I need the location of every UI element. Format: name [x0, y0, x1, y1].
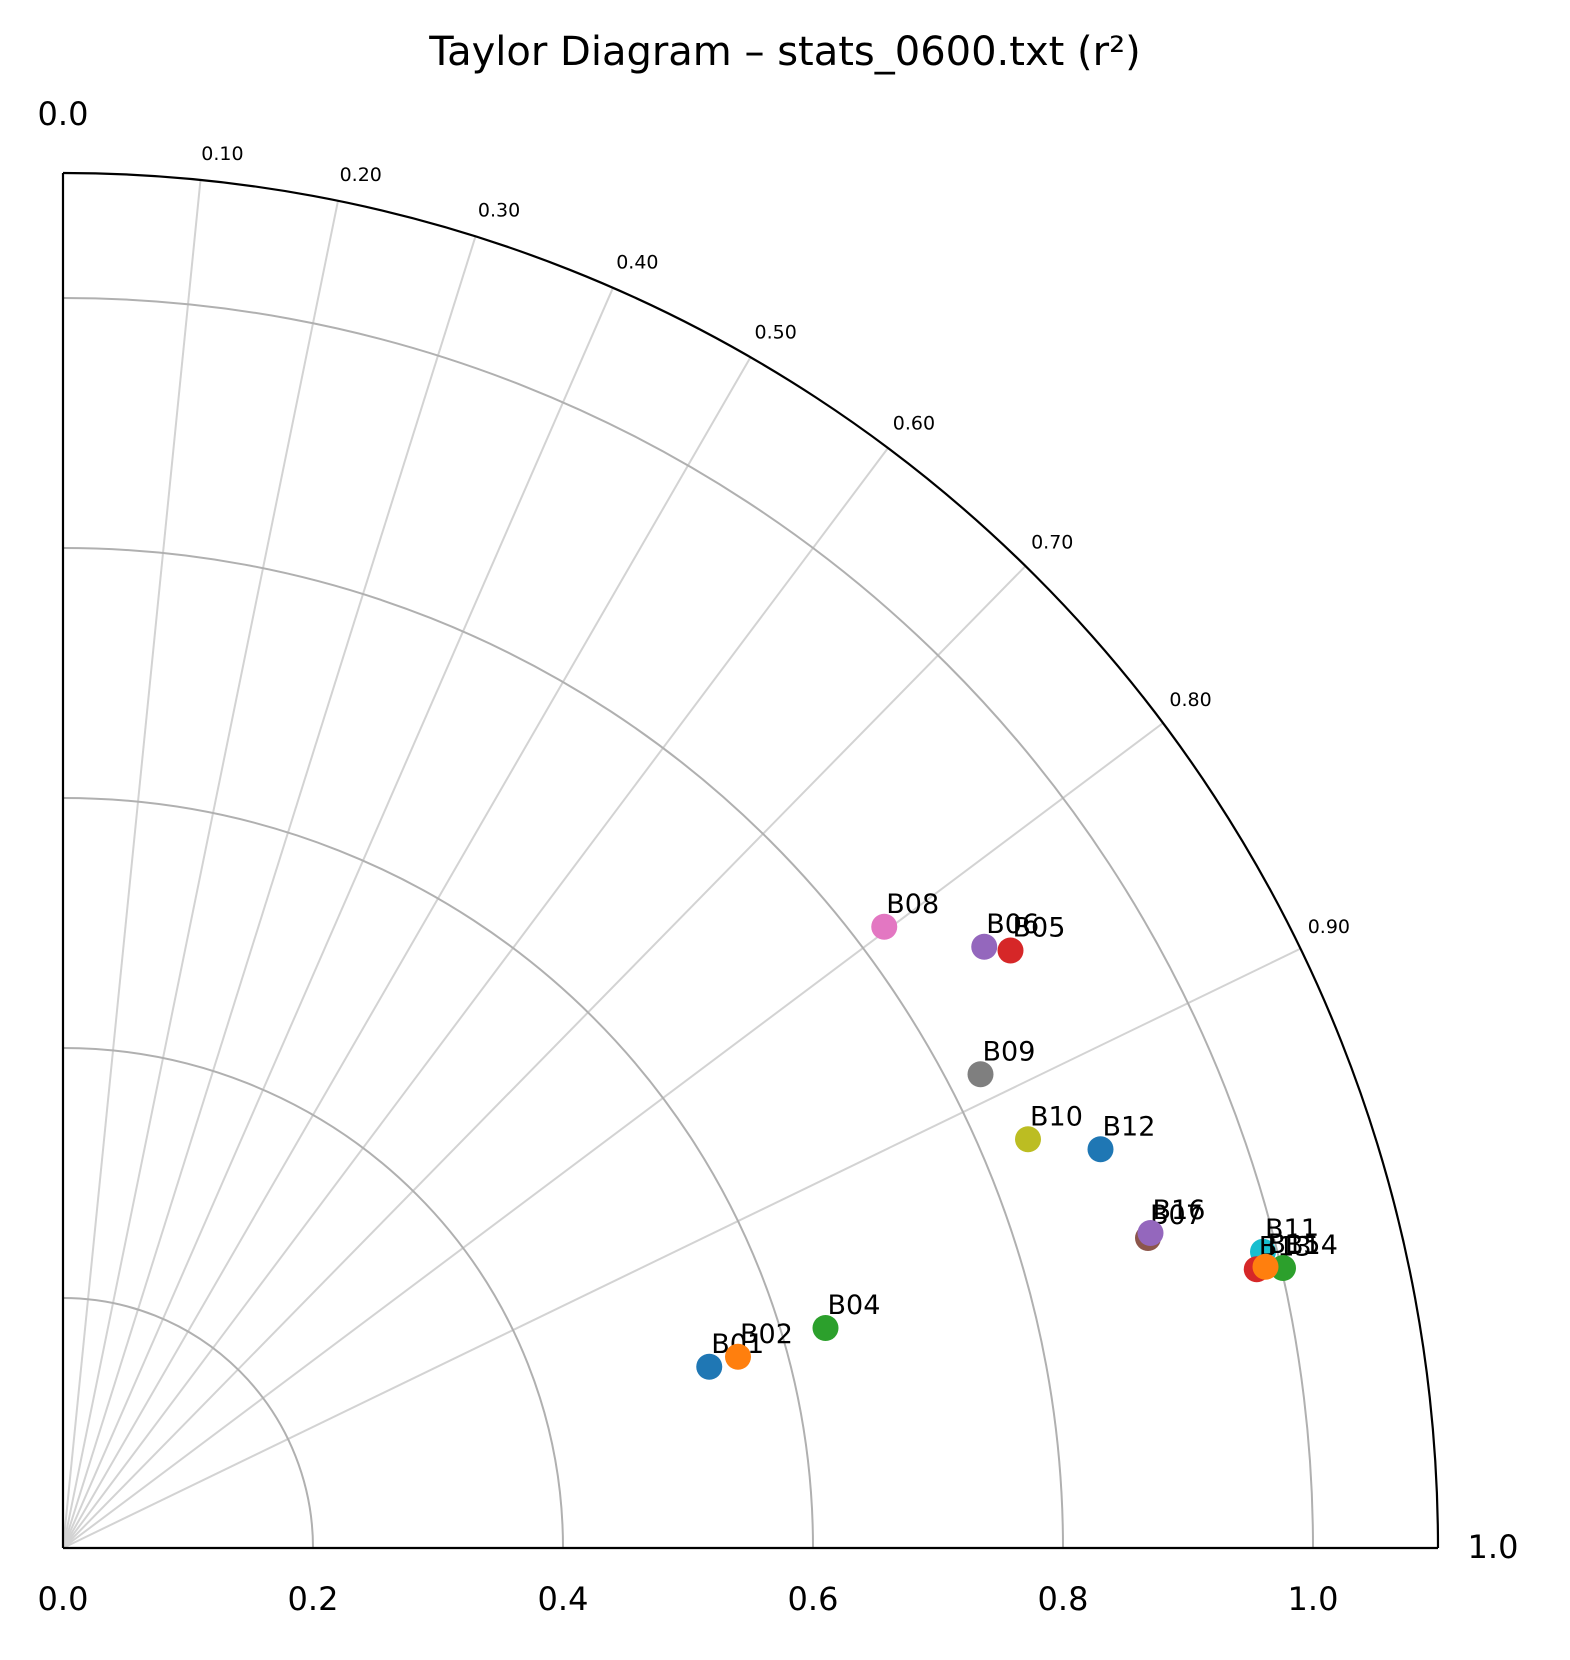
corner-label-top: 0.0 — [38, 95, 89, 133]
r2-gridline-0.90 — [62, 947, 1301, 1549]
data-point-B05 — [997, 937, 1024, 964]
data-point-B09 — [967, 1061, 994, 1088]
point-label-B16: B16 — [1153, 1195, 1206, 1226]
chart-title: Taylor Diagram – stats_0600.txt (r²) — [428, 29, 1140, 75]
corner-label-right: 1.0 — [1468, 1528, 1519, 1566]
point-label-B15: B15 — [1268, 1229, 1321, 1260]
data-point-B02 — [725, 1343, 751, 1370]
data-point-B15 — [1252, 1253, 1279, 1280]
x-tick-label: 1.0 — [1288, 1580, 1339, 1618]
point-label-B10: B10 — [1030, 1101, 1083, 1132]
x-tick-label: 0.6 — [788, 1580, 839, 1618]
tick-labels: 0.0 0.2 0.4 0.6 0.8 1.0 0.0 1.0 0.10 0.20 0.30 0.40… — [38, 95, 1519, 1618]
point-label-B12: B12 — [1103, 1111, 1156, 1142]
point-label-B02: B02 — [740, 1319, 793, 1350]
x-tick-label: 0.2 — [288, 1580, 339, 1618]
data-point-B10 — [1015, 1126, 1041, 1153]
r2-tick-label: 0.50 — [755, 321, 797, 343]
data-point-B04 — [812, 1315, 839, 1341]
point-label-B11: B11 — [1265, 1214, 1318, 1245]
r2-gridline-0.20 — [62, 200, 339, 1549]
r2-gridline-0.50 — [62, 356, 752, 1549]
point-label-B08: B08 — [886, 889, 939, 920]
std-arc-0.4 — [62, 1047, 564, 1549]
r2-tick-label: 0.90 — [1308, 916, 1350, 938]
r2-tick-label: 0.80 — [1169, 689, 1211, 711]
r2-gridline-0.40 — [62, 287, 614, 1549]
data-point-B01 — [696, 1353, 723, 1380]
data-point-B08 — [871, 913, 898, 940]
data-point-B06 — [971, 933, 998, 960]
std-arc-0.6 — [62, 797, 814, 1549]
axes-frame — [61, 171, 1440, 1550]
data-point-B16 — [1137, 1220, 1164, 1246]
r2-gridline-0.80 — [62, 722, 1164, 1549]
x-tick-label: 0.8 — [1038, 1580, 1089, 1618]
point-label-B14: B14 — [1285, 1230, 1338, 1261]
r2-tick-label: 0.60 — [893, 413, 935, 435]
r2-tick-label: 0.20 — [340, 164, 382, 186]
point-label-B05: B05 — [1013, 913, 1066, 944]
data-point-B12 — [1087, 1136, 1114, 1163]
r2-tick-label: 0.70 — [1031, 531, 1073, 553]
r2-tick-label: 0.40 — [616, 251, 658, 273]
std-arc-0.8 — [62, 547, 1064, 1549]
outer-arc — [62, 171, 1440, 1549]
x-tick-label: 0.4 — [538, 1580, 589, 1618]
std-arc-1 — [62, 297, 1314, 1549]
point-label-B04: B04 — [828, 1290, 881, 1321]
std-arc-0.2 — [62, 1297, 314, 1549]
data-points: B01B02B04B05B06B07B08B09B10B11B12B13B14B… — [696, 889, 1338, 1380]
r2-tick-label: 0.10 — [201, 143, 243, 165]
grid — [62, 179, 1314, 1549]
r2-gridline-0.30 — [62, 236, 477, 1549]
r2-tick-label: 0.30 — [478, 200, 520, 222]
point-label-B09: B09 — [983, 1036, 1036, 1067]
r2-gridline-0.70 — [62, 565, 1027, 1549]
x-tick-label: 0.0 — [38, 1580, 89, 1618]
point-label-B06: B06 — [986, 909, 1039, 940]
r2-gridline-0.10 — [62, 179, 202, 1549]
r2-gridline-0.60 — [62, 447, 889, 1549]
